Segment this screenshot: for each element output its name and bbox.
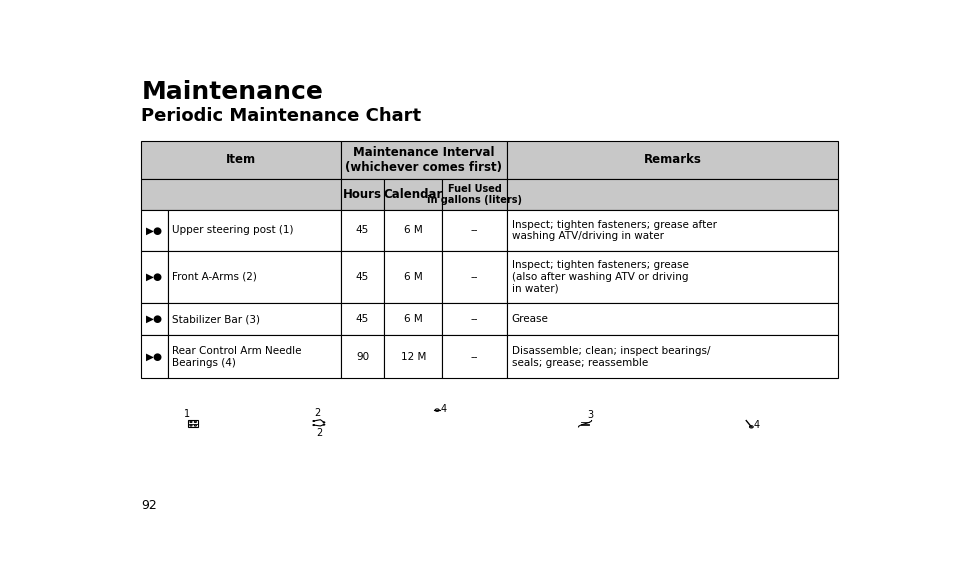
Text: 4: 4 bbox=[753, 420, 759, 430]
Bar bbox=[340, 179, 384, 210]
Text: Inspect; tighten fasteners; grease
(also after washing ATV or driving
in water): Inspect; tighten fasteners; grease (also… bbox=[511, 260, 688, 293]
Text: Maintenance Interval
(whichever comes first): Maintenance Interval (whichever comes fi… bbox=[345, 146, 502, 174]
Text: ▶●: ▶● bbox=[146, 314, 163, 324]
Text: Item: Item bbox=[226, 153, 255, 166]
Bar bbox=[168, 210, 340, 250]
Text: 2: 2 bbox=[316, 427, 322, 437]
Text: 6 M: 6 M bbox=[404, 272, 422, 282]
Bar bbox=[384, 179, 442, 210]
Text: Upper steering post (1): Upper steering post (1) bbox=[172, 225, 294, 235]
Bar bbox=[384, 303, 442, 335]
Bar bbox=[340, 250, 384, 303]
Text: Periodic Maintenance Chart: Periodic Maintenance Chart bbox=[141, 107, 421, 125]
Bar bbox=[442, 335, 507, 379]
Bar bbox=[384, 335, 442, 379]
Text: Calendar: Calendar bbox=[383, 188, 442, 201]
Bar bbox=[507, 250, 837, 303]
Circle shape bbox=[313, 420, 314, 422]
Bar bbox=[507, 141, 837, 179]
Text: Inspect; tighten fasteners; grease after
washing ATV/driving in water: Inspect; tighten fasteners; grease after… bbox=[511, 219, 716, 241]
Bar bbox=[340, 335, 384, 379]
Text: ▶●: ▶● bbox=[146, 272, 163, 282]
Text: 6 M: 6 M bbox=[404, 314, 422, 324]
Bar bbox=[168, 303, 340, 335]
Bar bbox=[442, 179, 507, 210]
Text: --: -- bbox=[471, 352, 478, 362]
Text: Rear Control Arm Needle
Bearings (4): Rear Control Arm Needle Bearings (4) bbox=[172, 346, 301, 368]
Bar bbox=[141, 179, 340, 210]
Text: 2: 2 bbox=[314, 408, 320, 418]
Text: Maintenance: Maintenance bbox=[141, 79, 323, 103]
Bar bbox=[168, 250, 340, 303]
Text: 92: 92 bbox=[141, 499, 157, 512]
Bar bbox=[507, 210, 837, 250]
Bar bbox=[168, 335, 340, 379]
Bar bbox=[340, 141, 507, 179]
Bar bbox=[442, 210, 507, 250]
Text: Stabilizer Bar (3): Stabilizer Bar (3) bbox=[172, 314, 260, 324]
Text: 45: 45 bbox=[355, 225, 369, 235]
Circle shape bbox=[323, 422, 325, 423]
Text: Disassemble; clean; inspect bearings/
seals; grease; reassemble: Disassemble; clean; inspect bearings/ se… bbox=[511, 346, 709, 368]
Bar bbox=[340, 303, 384, 335]
Text: 3: 3 bbox=[586, 410, 593, 420]
Bar bbox=[507, 179, 837, 210]
Text: --: -- bbox=[471, 225, 478, 235]
Text: Front A-Arms (2): Front A-Arms (2) bbox=[172, 272, 257, 282]
Bar bbox=[384, 210, 442, 250]
Text: 90: 90 bbox=[355, 352, 369, 362]
Bar bbox=[442, 250, 507, 303]
Bar bbox=[340, 210, 384, 250]
Bar bbox=[141, 250, 168, 303]
Text: 45: 45 bbox=[355, 272, 369, 282]
Bar bbox=[384, 250, 442, 303]
Bar bbox=[141, 210, 168, 250]
Text: ▶●: ▶● bbox=[146, 352, 163, 362]
Bar bbox=[442, 303, 507, 335]
Text: 6 M: 6 M bbox=[404, 225, 422, 235]
Text: --: -- bbox=[471, 314, 478, 324]
Bar bbox=[141, 335, 168, 379]
Text: 4: 4 bbox=[440, 404, 446, 414]
Bar bbox=[507, 303, 837, 335]
Bar bbox=[141, 303, 168, 335]
Bar bbox=[507, 335, 837, 379]
Text: Remarks: Remarks bbox=[643, 153, 700, 166]
Text: --: -- bbox=[471, 272, 478, 282]
Text: 1: 1 bbox=[183, 409, 190, 419]
Circle shape bbox=[313, 425, 314, 426]
Bar bbox=[141, 141, 340, 179]
Text: 45: 45 bbox=[355, 314, 369, 324]
Text: 12 M: 12 M bbox=[400, 352, 426, 362]
Circle shape bbox=[323, 424, 325, 425]
Text: Hours: Hours bbox=[343, 188, 381, 201]
Text: Fuel Used
in gallons (liters): Fuel Used in gallons (liters) bbox=[427, 184, 521, 205]
Text: Grease: Grease bbox=[511, 314, 548, 324]
Text: ▶●: ▶● bbox=[146, 225, 163, 235]
